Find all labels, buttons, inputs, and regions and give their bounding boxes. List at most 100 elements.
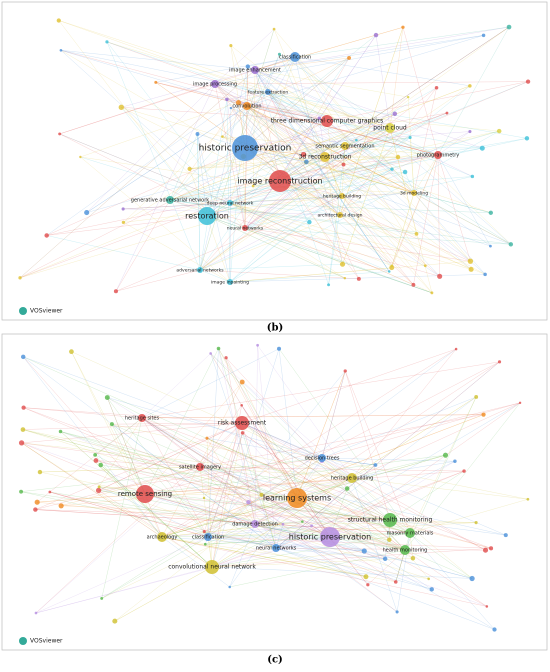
node — [468, 84, 472, 88]
node — [468, 258, 473, 263]
node — [430, 587, 434, 591]
node-label: architectural design — [318, 213, 363, 219]
logo: VOSviewer — [30, 638, 63, 645]
node — [93, 453, 97, 457]
node — [347, 56, 351, 60]
node — [409, 136, 412, 139]
node — [489, 211, 493, 215]
node-label: neural networks — [256, 546, 297, 552]
caption: (c) — [267, 655, 283, 666]
logo-icon — [19, 637, 27, 645]
node — [60, 49, 63, 52]
node — [122, 221, 125, 224]
node — [394, 580, 398, 584]
node — [482, 34, 485, 37]
node — [112, 619, 117, 624]
node — [21, 406, 25, 410]
node-label: heritage building — [331, 476, 374, 482]
logo-icon — [19, 307, 27, 315]
logo: VOSviewer — [30, 308, 63, 315]
node — [38, 470, 42, 474]
node-label: three dimensional computer graphics — [271, 118, 384, 125]
node — [411, 556, 415, 560]
panel-frame — [2, 2, 547, 320]
node — [492, 627, 496, 631]
node-label: adversarial networks — [176, 268, 224, 274]
node — [98, 485, 101, 488]
node — [483, 548, 488, 553]
node — [19, 490, 23, 494]
node — [310, 524, 313, 527]
node — [345, 486, 350, 491]
node — [446, 112, 449, 115]
node — [217, 347, 221, 351]
node — [486, 605, 489, 608]
node — [98, 463, 103, 468]
node — [340, 262, 345, 267]
node — [430, 291, 433, 294]
node — [489, 546, 493, 550]
node-label: generative adversarial network — [131, 198, 209, 204]
node-label: image inpainting — [211, 280, 249, 286]
node — [229, 44, 232, 47]
node-label: image enhancement — [229, 68, 281, 74]
node-label: damage detection — [232, 522, 278, 528]
node — [100, 597, 103, 600]
node-label: historic preservation — [289, 533, 371, 542]
node — [228, 586, 231, 589]
node — [403, 170, 407, 174]
node — [203, 497, 205, 499]
node — [507, 25, 512, 30]
node — [96, 488, 101, 493]
node — [526, 498, 529, 501]
node — [154, 81, 157, 84]
node — [35, 500, 40, 505]
node — [344, 369, 347, 372]
node — [221, 135, 224, 138]
node — [246, 500, 250, 504]
node — [114, 289, 118, 293]
node — [18, 276, 21, 279]
node — [301, 520, 304, 523]
node — [525, 136, 529, 140]
node — [481, 413, 485, 417]
node — [480, 146, 485, 151]
node — [469, 576, 474, 581]
node — [471, 175, 474, 178]
node — [390, 167, 393, 170]
node — [363, 574, 368, 579]
node — [277, 347, 281, 351]
node-label: decision trees — [305, 456, 340, 462]
node — [205, 437, 208, 440]
node — [396, 610, 399, 613]
node — [57, 18, 61, 22]
node-label: image reconstruction — [237, 177, 322, 186]
node-label: historic preservation — [199, 144, 292, 154]
node — [393, 112, 398, 117]
node — [21, 427, 26, 432]
node-label: health monitoring — [383, 548, 428, 554]
node — [69, 349, 74, 354]
node — [342, 163, 346, 167]
node — [366, 583, 369, 586]
node-label: neural networks — [227, 226, 264, 232]
node — [59, 430, 63, 434]
node-label: heritage sites — [125, 416, 160, 422]
node — [427, 578, 430, 581]
node — [119, 105, 124, 110]
node — [21, 355, 25, 359]
node — [79, 156, 81, 158]
node — [498, 360, 501, 363]
node — [327, 283, 330, 286]
node — [401, 26, 404, 29]
node — [396, 155, 400, 159]
node-label: remote sensing — [118, 490, 172, 498]
node — [453, 460, 456, 463]
node — [474, 395, 478, 399]
node-label: 3d modeling — [400, 191, 428, 197]
node-label: convolution — [232, 104, 261, 110]
node — [388, 270, 391, 273]
node — [468, 130, 471, 133]
node — [344, 277, 346, 279]
